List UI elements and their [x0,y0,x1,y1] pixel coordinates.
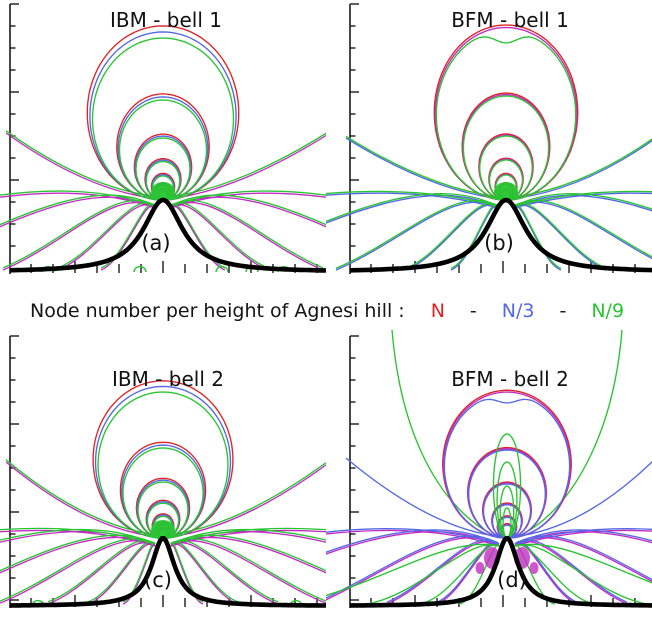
contour-line [170,190,326,207]
contour-line [326,543,500,597]
contour-line [513,193,652,210]
contour-line [170,194,326,226]
contour-line [174,464,326,537]
panel-a: IBM - bell 1 (a) [0,3,326,274]
contour-line [513,194,652,212]
panel-c-title: IBM - bell 2 [112,367,224,391]
contour-line [5,461,152,537]
contour-line [0,192,156,209]
contour-line [326,194,499,224]
contour-line [0,529,156,547]
panel-d-plot [326,330,652,608]
legend-tokens: N - N/3 - N/9 [431,300,624,322]
caption-text: Node number per height of Agnesi hill : [30,300,405,322]
contour-line [517,138,652,197]
panel-d-title: BFM - bell 2 [451,367,569,391]
contour-line [326,529,500,547]
legend-token: - [469,300,477,322]
contour-line [133,265,147,273]
contour-line [326,527,500,545]
figure-caption: Node number per height of Agnesi hill : … [0,292,652,330]
panel-b: BFM - bell 1 (b) [326,3,652,274]
contour-line [514,529,652,545]
contour-line [514,527,652,545]
contour-line [5,459,152,535]
contour-line [2,201,156,271]
panel-c: IBM - bell 2 (c) [0,335,326,608]
contour-line [0,194,156,226]
contour-line [513,199,652,258]
contour-line [366,544,500,605]
contour-line [529,330,623,531]
contour-line [5,132,152,199]
contour-line [215,265,229,273]
terrain-line [9,536,326,608]
contour-line [174,132,326,197]
contour-line [513,192,652,209]
contour-dense-blob [475,562,485,574]
contour-line [326,190,499,207]
panel-d-label: (d) [497,568,527,592]
contour-line [345,457,496,537]
legend-token: N/9 [591,300,625,322]
contour-line [499,485,515,539]
terrain-line [349,536,652,608]
contour-line [514,544,648,605]
contour-line [170,201,324,271]
contour-line [170,527,326,545]
contour-line [326,529,500,553]
legend-token: N/3 [501,300,535,322]
panel-a-plot [0,3,326,274]
contour-line [514,543,652,584]
contour-line [513,190,652,207]
panel-a-title: IBM - bell 1 [110,8,222,32]
contour-line [0,190,156,207]
contour-line [0,528,156,545]
contour-line [518,460,652,537]
contour-line [170,192,326,209]
contour-dense-blob [151,182,175,202]
panel-b-title: BFM - bell 1 [451,8,569,32]
legend-token: N [430,300,445,322]
contour-line [0,527,156,545]
contour-line [170,529,326,547]
contour-line [391,330,485,531]
terrain-line [9,197,326,273]
contour-line [326,192,499,209]
contour-line [174,134,326,199]
contour-line [5,130,152,197]
contour-line [345,137,495,199]
contour-line [335,199,499,269]
panel-c-plot [0,335,326,608]
legend-token: - [559,300,567,322]
contour-line [326,193,499,223]
contour-line [514,529,652,547]
panel-a-label: (a) [141,231,170,255]
contour-line [326,531,500,555]
contour-line [345,135,495,197]
contour-line [514,531,652,547]
contour-line [170,528,326,545]
contour-line [496,461,518,539]
contour-line [517,139,652,199]
panel-b-label: (b) [484,231,514,255]
panel-d: BFM - bell 2 (d) [326,330,652,608]
contour-dense-blob [529,562,539,574]
contour-dense-blob [494,182,518,202]
panel-c-label: (c) [144,568,172,592]
contour-dense-blob [151,520,175,540]
contour-line [482,483,532,539]
panel-b-plot [326,3,652,274]
terrain-line [349,197,652,273]
